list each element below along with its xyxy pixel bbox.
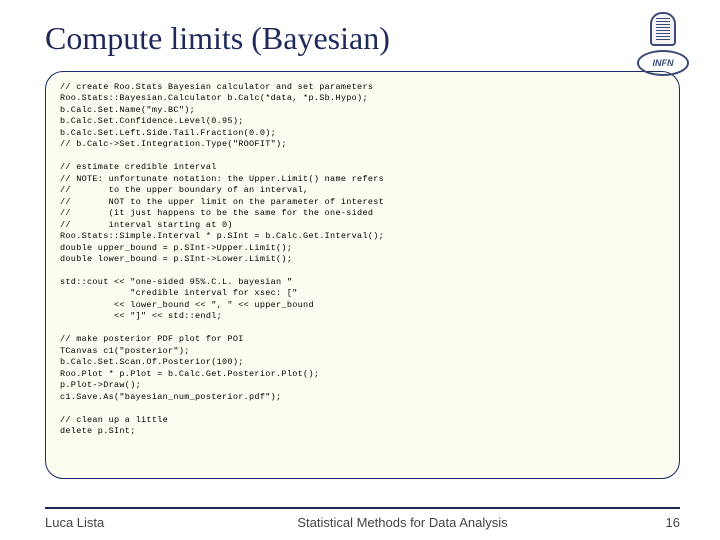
page-number: 16 [640, 515, 680, 530]
code-block: // create Roo.Stats Bayesian calculator … [45, 71, 680, 479]
footer-author: Luca Lista [45, 515, 165, 530]
slide-footer: Luca Lista Statistical Methods for Data … [0, 507, 720, 530]
slide-title: Compute limits (Bayesian) [45, 20, 680, 57]
footer-title: Statistical Methods for Data Analysis [165, 515, 640, 530]
infn-logo: INFN [634, 12, 692, 82]
university-crest-icon [650, 12, 676, 46]
footer-divider [45, 507, 680, 509]
infn-badge: INFN [637, 50, 689, 76]
